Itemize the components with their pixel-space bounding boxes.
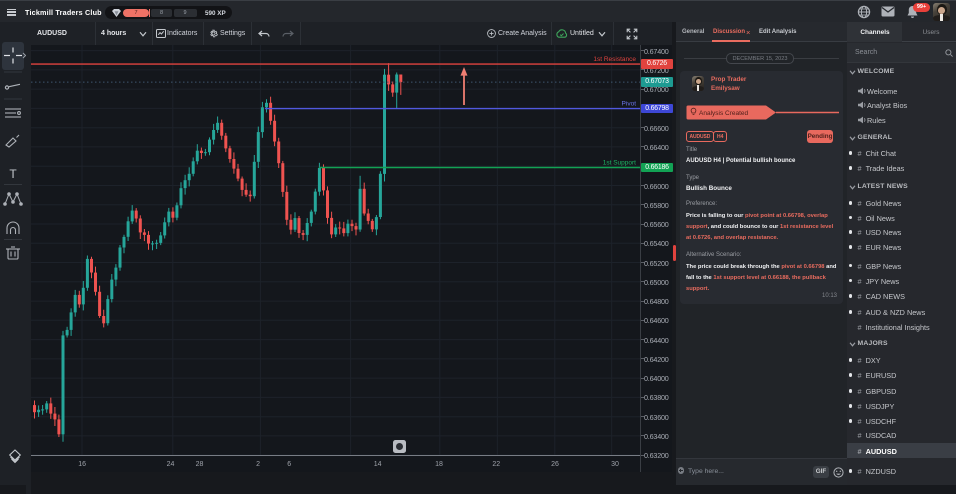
svg-text:1st Support: 1st Support [603,160,636,167]
svg-text:1st Resistance: 1st Resistance [593,56,636,63]
svg-text:Analysis Created: Analysis Created [699,110,749,117]
svg-text:Pivot: Pivot [622,101,637,108]
svg-text:T: T [9,167,17,181]
